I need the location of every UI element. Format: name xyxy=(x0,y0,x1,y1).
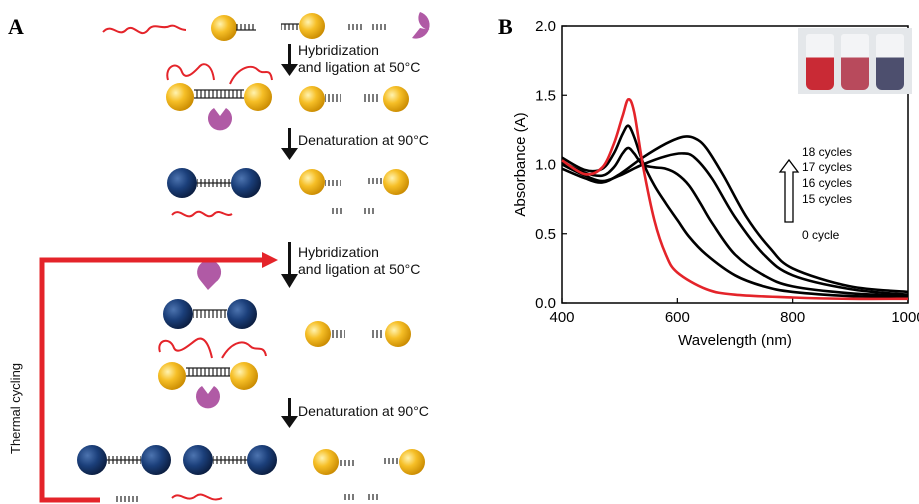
row-2-hybridized xyxy=(166,63,409,131)
row-5-denatured xyxy=(77,445,425,502)
panel-b-letter: B xyxy=(498,14,513,39)
vial-photo-inset xyxy=(798,28,912,94)
vial-purple xyxy=(841,34,869,90)
series-line-18-cycles xyxy=(561,135,909,294)
gold-nanoparticle xyxy=(299,13,325,39)
panel-a-letter: A xyxy=(8,14,24,39)
legend-label: 15 cycles xyxy=(802,192,852,206)
row-4-hybridized xyxy=(158,260,411,409)
increasing-cycles-arrow xyxy=(778,158,800,223)
thermal-cycling-loop-arrow xyxy=(39,252,278,503)
thermal-cycling-label: Thermal cycling xyxy=(8,362,23,454)
ligase-enzyme xyxy=(412,12,430,39)
legend-label: 0 cycle xyxy=(802,228,840,242)
series-line-17-cycles xyxy=(561,152,909,296)
y-tick-label: 0.5 xyxy=(535,226,556,243)
y-tick-label: 0.0 xyxy=(535,295,556,312)
legend-label: 17 cycles xyxy=(802,160,852,174)
y-tick-label: 1.5 xyxy=(535,87,556,104)
assay-schematic xyxy=(39,12,430,503)
series-line-16-cycles xyxy=(561,146,909,298)
series-line-0-cycle xyxy=(561,98,909,301)
row-1-components xyxy=(102,12,430,41)
row-3-denatured xyxy=(167,168,409,218)
gold-nanoparticle xyxy=(211,15,237,41)
x-tick-label: 600 xyxy=(665,309,690,326)
y-axis-label: Absorbance (A) xyxy=(512,112,529,216)
y-tick-label: 2.0 xyxy=(535,18,556,35)
x-tick-label: 400 xyxy=(549,309,574,326)
target-dna-strand xyxy=(102,24,187,35)
vial-red xyxy=(806,34,834,90)
step-label-denaturation-1: Denaturation at 90°C xyxy=(298,132,429,148)
x-axis-label: Wavelength (nm) xyxy=(678,332,792,349)
legend-label: 18 cycles xyxy=(802,145,852,159)
vial-blue xyxy=(876,34,904,90)
panel-a: A xyxy=(8,12,430,503)
y-tick-label: 1.0 xyxy=(535,157,556,174)
step-arrow xyxy=(281,398,298,428)
series-line-15-cycles xyxy=(561,124,909,299)
step-arrow xyxy=(281,128,298,160)
step-label-hybridization-2: Hybridization and ligation at 50°C xyxy=(298,244,421,277)
step-arrow xyxy=(281,242,298,288)
step-label-denaturation-2: Denaturation at 90°C xyxy=(298,403,429,419)
x-tick-label: 800 xyxy=(780,309,805,326)
step-label-hybridization-1: Hybridization and ligation at 50°C xyxy=(298,42,421,75)
step-arrow xyxy=(281,44,298,76)
legend-label: 16 cycles xyxy=(802,176,852,190)
